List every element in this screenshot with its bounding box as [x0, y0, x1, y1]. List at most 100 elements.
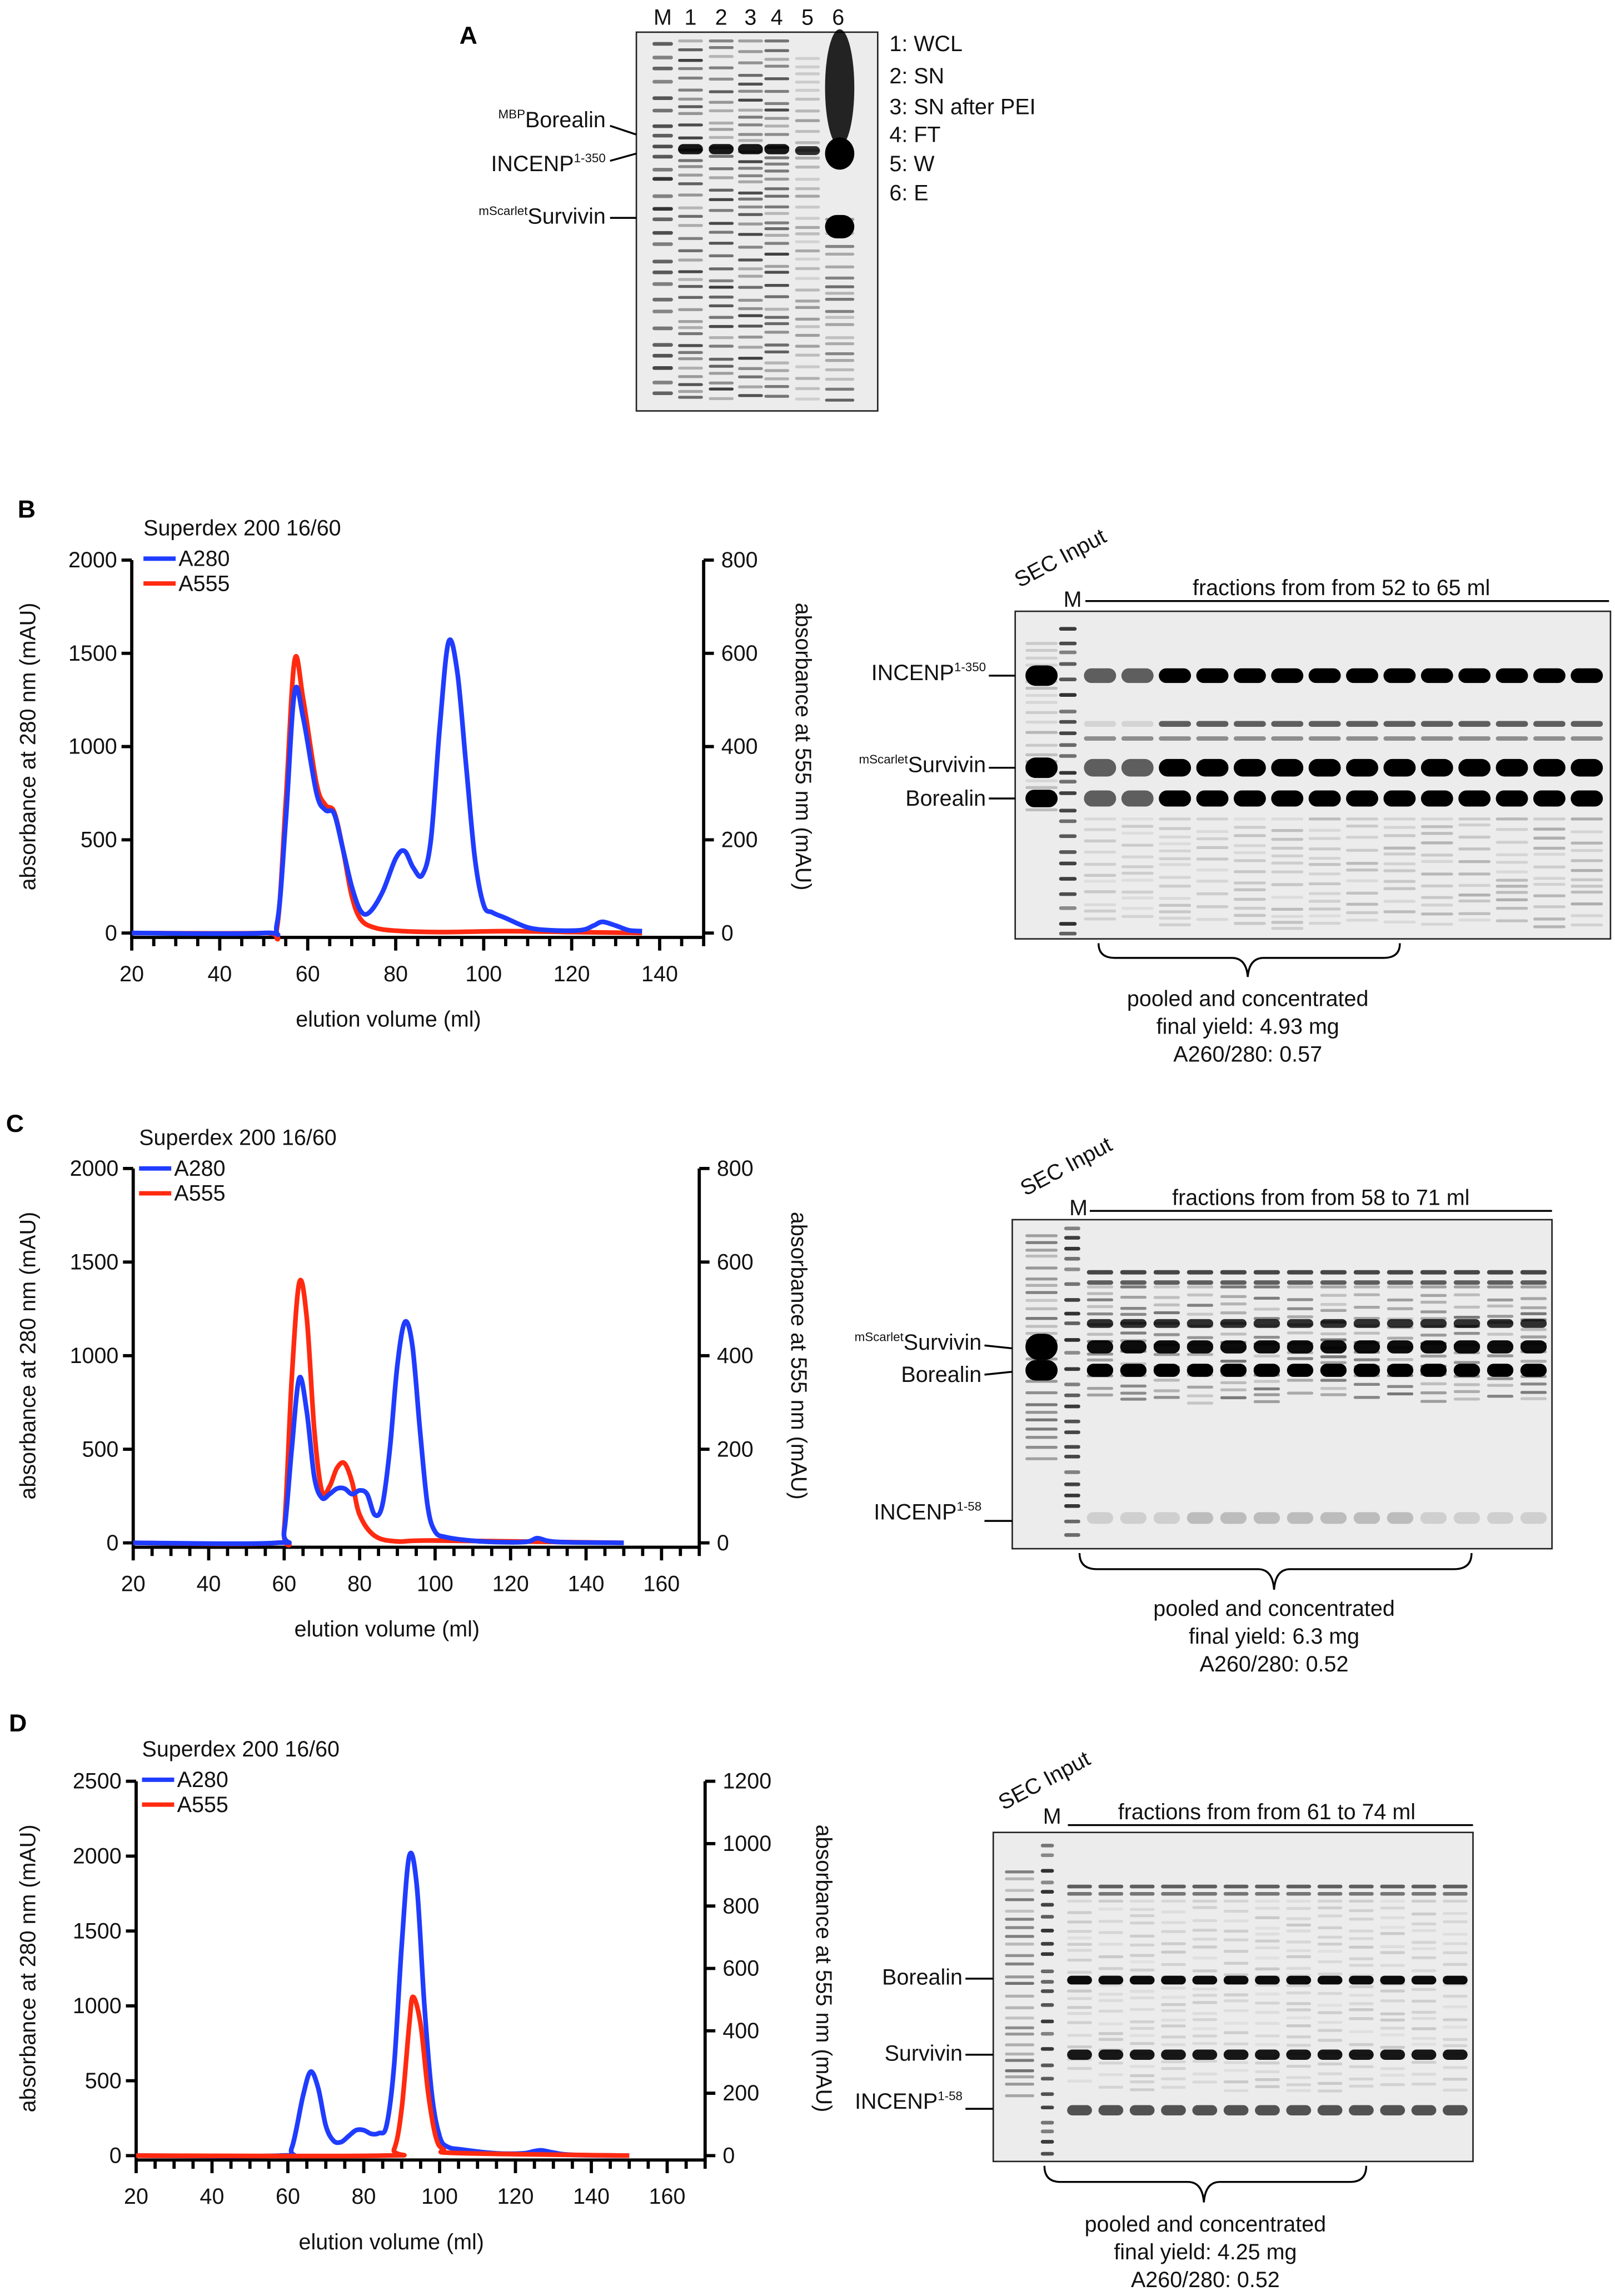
gel-band — [1349, 1937, 1374, 1940]
gel-band — [678, 332, 703, 336]
gel-band — [1253, 1307, 1280, 1311]
gel-band — [1025, 790, 1058, 807]
gel-band — [709, 136, 734, 139]
gel-band — [1346, 721, 1378, 727]
gel-band — [1353, 1512, 1380, 1524]
gel-band — [795, 377, 820, 380]
gel-band — [737, 160, 763, 163]
gel-band — [678, 182, 703, 186]
gel-band — [1121, 871, 1154, 875]
gel-band — [1286, 2105, 1312, 2115]
gel-band — [1317, 2021, 1343, 2024]
y2-tick-label: 600 — [721, 641, 758, 666]
gel-band — [1380, 1925, 1405, 1929]
gel-band — [1420, 841, 1453, 845]
gel-band — [825, 377, 855, 381]
x-tick-label: 80 — [352, 2184, 376, 2209]
gel-band — [1192, 1899, 1218, 1903]
gel-lane — [1223, 1884, 1249, 2115]
gel-band — [1064, 1226, 1080, 1231]
gel-band — [1271, 854, 1304, 858]
gel-band — [825, 137, 855, 170]
gel-band — [1040, 1941, 1054, 1946]
gel-band — [1161, 2060, 1186, 2064]
lane-label: 3 — [744, 6, 756, 30]
gel-band — [1571, 902, 1603, 906]
gel-band — [1025, 656, 1058, 660]
gel-band — [1458, 721, 1491, 727]
gel-band — [1317, 2049, 1343, 2060]
gel-band — [1005, 1889, 1034, 1892]
gel-band — [1520, 1270, 1547, 1275]
gel-band — [1411, 2017, 1437, 2020]
gel-band — [678, 123, 703, 127]
gel-band — [1349, 2105, 1374, 2115]
gel-band — [1153, 1353, 1180, 1356]
gel-band — [1067, 1975, 1092, 1985]
gel-band — [1121, 907, 1154, 910]
gel-band — [1320, 1270, 1347, 1275]
gel-band — [678, 270, 703, 273]
label-sup: mScarlet — [478, 204, 528, 218]
y-axis-label: absorbance at 280 nm (mAU) — [16, 603, 40, 891]
gel-lane — [1025, 642, 1058, 812]
gel-band — [652, 96, 673, 100]
gel-band — [1571, 923, 1603, 927]
band-label-incenp: INCENP1-58 — [855, 2089, 963, 2114]
x-tick-label: 100 — [421, 2184, 458, 2209]
gel-band — [678, 344, 703, 347]
gel-band — [1387, 1392, 1414, 1396]
gel-band — [825, 310, 855, 313]
gel-band — [678, 308, 703, 311]
gel-band — [1220, 1280, 1247, 1285]
gel-band — [1161, 2018, 1186, 2022]
gel-band — [1349, 1891, 1374, 1896]
gel-band — [652, 326, 673, 331]
gel-band — [1187, 1285, 1214, 1289]
gel-band — [764, 221, 790, 224]
gel-band — [1287, 1280, 1314, 1285]
gel-band — [795, 72, 820, 76]
gel-band — [1025, 786, 1058, 789]
gel-band — [1571, 841, 1603, 845]
gel-band — [1533, 925, 1566, 929]
gel-band — [1571, 758, 1603, 777]
gel-band — [1059, 834, 1077, 838]
band-label-mscarlet-survivin: mScarletSurvivin — [859, 752, 986, 777]
y-tick-label: 2000 — [73, 1844, 122, 1868]
gel-band — [1496, 817, 1528, 821]
gel-band — [1286, 1940, 1312, 1944]
gel-band — [1411, 2043, 1437, 2046]
gel-band — [1255, 2105, 1280, 2115]
gel-lane — [1098, 1884, 1124, 2115]
gel-band — [1129, 2027, 1155, 2030]
gel-band — [1496, 721, 1528, 727]
gel-band — [1067, 1911, 1092, 1914]
gel-band — [1121, 825, 1154, 828]
gel-band — [1161, 2077, 1186, 2080]
gel-band — [1271, 907, 1304, 911]
gel-band — [1084, 817, 1116, 821]
gel-band — [1346, 736, 1378, 741]
gel-band — [1005, 1981, 1034, 1985]
gel-band — [764, 395, 790, 398]
gel-band — [1192, 1994, 1218, 1997]
gel-band — [1223, 1975, 1249, 1985]
gel-band — [1308, 863, 1341, 866]
gel-band — [1196, 668, 1229, 683]
gel-band — [1420, 1270, 1447, 1275]
gel-band — [678, 48, 703, 52]
y-tick-label: 2500 — [73, 1769, 122, 1794]
gel-band — [1098, 2073, 1124, 2077]
gel-band — [1192, 2018, 1218, 2022]
gel-band — [764, 212, 790, 215]
gel-band — [795, 57, 820, 60]
gel-band — [1223, 2022, 1249, 2025]
gel-band — [737, 385, 763, 388]
gel-band — [1420, 1512, 1447, 1524]
gel-band — [1120, 1391, 1147, 1395]
gel-band — [795, 217, 820, 220]
gel-band — [1453, 1270, 1481, 1275]
gel-band — [1220, 1396, 1247, 1400]
gel-band — [737, 197, 763, 201]
